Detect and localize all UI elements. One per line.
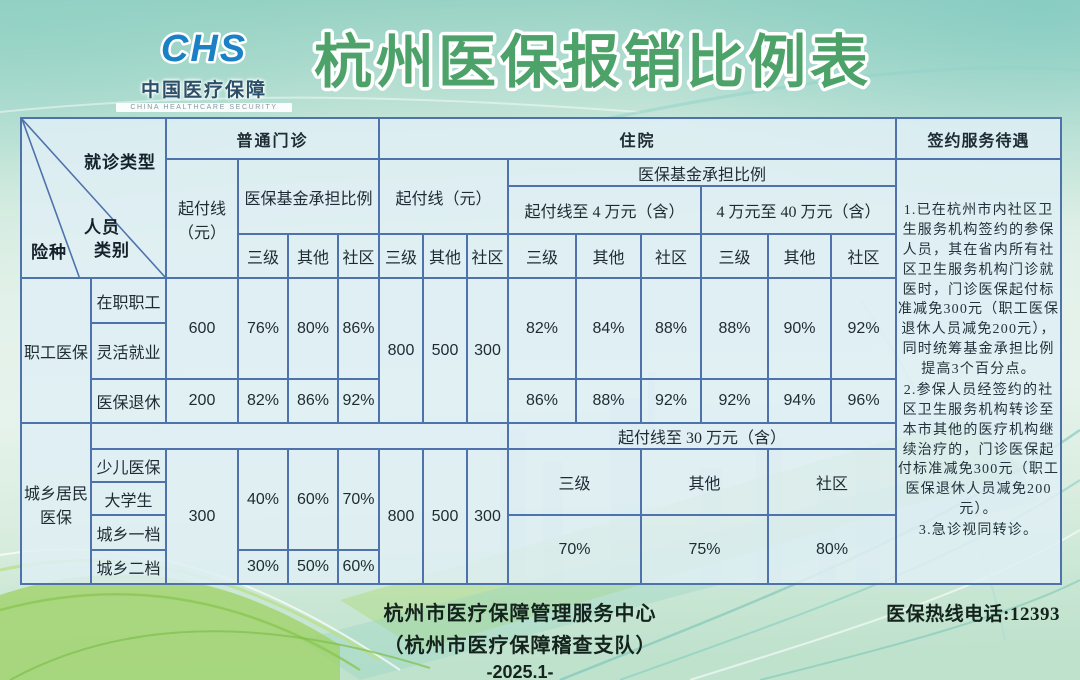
header-other-ded: 其他 — [422, 233, 469, 279]
cell-tier2-op-community: 60% — [336, 549, 381, 585]
header-outpatient-fund-ratio: 医保基金承担比例 — [236, 158, 381, 235]
corner-label-person-2: 类别 — [94, 241, 130, 260]
corner-diagonal-lines — [23, 120, 164, 276]
row-urban-rural-tier1: 城乡一档 — [90, 514, 167, 551]
cell-tier2-op-other: 50% — [287, 549, 339, 585]
cell-ret-op-other: 86% — [287, 378, 339, 424]
cell-res-ip-tier3: 70% — [507, 514, 643, 585]
cell-emp-op-community: 86% — [336, 277, 381, 380]
cell-emp-ip-ded-community: 300 — [466, 277, 510, 424]
cell-emp-ip-ded-tier3: 800 — [378, 277, 425, 424]
cell-tier2-op-tier3: 30% — [237, 549, 289, 585]
cell-ret-40w-tier3: 92% — [700, 378, 770, 424]
cell-ret-4w-tier3: 86% — [507, 378, 578, 424]
header-range-0-4w: 起付线至 4 万元（含） — [507, 185, 703, 235]
cell-emp-op-tier3: 76% — [237, 277, 289, 380]
header-other-4w: 其他 — [575, 233, 643, 279]
corner-label-visit-type: 就诊类型 — [84, 153, 156, 172]
cell-res-op-tier3: 40% — [237, 448, 289, 551]
header-signed-service: 签约服务待遇 — [895, 117, 1063, 160]
header-inpatient: 住院 — [378, 117, 898, 160]
group-employee-insurance: 职工医保 — [20, 277, 92, 424]
corner-label-person-1: 人员 — [84, 218, 120, 237]
header-inpatient-fund-ratio: 医保基金承担比例 — [507, 158, 898, 187]
cell-ret-40w-community: 96% — [830, 378, 898, 424]
cell-res-op-community: 70% — [336, 448, 381, 551]
cell-res-ip-ded-community: 300 — [466, 448, 510, 585]
cell-ret-4w-community: 92% — [640, 378, 703, 424]
reimbursement-table: 就诊类型 人员 类别 险种 普通门诊 住院 签约服务待遇 起付线（元） 医保基金… — [20, 117, 1063, 585]
cell-emp-4w-community: 88% — [640, 277, 703, 380]
cell-ret-op-community: 92% — [336, 378, 381, 424]
header-res-community: 社区 — [767, 448, 898, 516]
cell-res-ip-ded-tier3: 800 — [378, 448, 425, 585]
header-other-op: 其他 — [287, 233, 339, 279]
cell-emp-ip-ded-other: 500 — [422, 277, 469, 424]
header-outpatient: 普通门诊 — [164, 117, 381, 160]
cell-emp-40w-tier3: 88% — [700, 277, 770, 380]
page-title-graphic: 杭州医保报销比例表 — [310, 27, 872, 99]
header-community-ded: 社区 — [466, 233, 510, 279]
header-tier3-40w: 三级 — [700, 233, 770, 279]
footer-org-sub: （杭州市医疗保障稽查支队） — [383, 635, 657, 657]
cell-emp-op-deductible: 600 — [165, 277, 239, 380]
header-outpatient-deductible: 起付线（元） — [165, 158, 239, 279]
cell-emp-40w-community: 92% — [830, 277, 898, 380]
cell-emp-op-other: 80% — [287, 277, 339, 380]
note-2: 2.参保人员经签约的社区卫生服务机构转诊至本市其他的医疗机构继续治疗的，门诊医保… — [897, 382, 1060, 518]
footer-org-block: 杭州市医疗保障管理服务中心 （杭州市医疗保障稽查支队） -2025.1- — [150, 597, 890, 680]
cell-ret-4w-other: 88% — [575, 378, 643, 424]
cell-emp-4w-tier3: 82% — [507, 277, 578, 380]
note-3: 3.急诊视同转诊。 — [918, 523, 1039, 539]
cell-emp-4w-other: 84% — [575, 277, 643, 380]
row-college-student: 大学生 — [90, 481, 167, 516]
header-tier3-ded: 三级 — [378, 233, 425, 279]
header-res-other: 其他 — [640, 448, 770, 516]
chs-logo-abbr-graphic: CHS — [158, 26, 247, 73]
row-urban-rural-tier2: 城乡二档 — [90, 549, 167, 585]
chs-logo: CHS 中国医疗保障 CHINA HEALTHCARE SECURITY — [116, 26, 292, 112]
cell-res-op-other: 60% — [287, 448, 339, 551]
cell-resident-spacer — [89, 422, 510, 450]
group-resident-insurance: 城乡居民医保 — [20, 422, 92, 585]
footer-org: 杭州市医疗保障管理服务中心 — [383, 603, 657, 625]
chs-logo-cn: 中国医疗保障 — [140, 80, 267, 101]
header-other-40w: 其他 — [767, 233, 833, 279]
cell-ret-40w-other: 94% — [767, 378, 833, 424]
header-inpatient-deductible: 起付线（元） — [378, 158, 510, 235]
header-range-0-30w: 起付线至 30 万元（含） — [507, 422, 898, 450]
note-1: 1.已在杭州市内社区卫生服务机构签约的参保人员，其在省内所有社区卫生服务机构门诊… — [897, 203, 1060, 378]
page-title: 杭州医保报销比例表 — [314, 30, 872, 95]
header-community-4w: 社区 — [640, 233, 703, 279]
footer-hotline: 医保热线电话:12393 — [886, 604, 1060, 625]
header-tier3-op: 三级 — [237, 233, 289, 279]
row-children: 少儿医保 — [90, 448, 167, 483]
cell-emp-40w-other: 90% — [767, 277, 833, 380]
header-res-tier3: 三级 — [507, 448, 643, 516]
header-community-op: 社区 — [336, 233, 381, 279]
cell-res-ip-other: 75% — [640, 514, 770, 585]
corner-label-insurance: 险种 — [31, 243, 67, 262]
cell-ret-op-deductible: 200 — [165, 378, 239, 424]
row-flexible-employment: 灵活就业 — [90, 322, 167, 380]
corner-header-cell: 就诊类型 人员 类别 险种 — [20, 117, 167, 279]
chs-logo-en: CHINA HEALTHCARE SECURITY — [116, 103, 292, 112]
row-active-employee: 在职职工 — [90, 277, 167, 324]
chs-logo-abbr: CHS — [161, 28, 247, 69]
header-range-4-40w: 4 万元至 40 万元（含） — [700, 185, 898, 235]
cell-res-ip-ded-other: 500 — [422, 448, 469, 585]
row-retired: 医保退休 — [90, 378, 167, 424]
cell-ret-op-tier3: 82% — [237, 378, 289, 424]
cell-res-op-deductible: 300 — [165, 448, 239, 585]
signed-service-notes: 1.已在杭州市内社区卫生服务机构签约的参保人员，其在省内所有社区卫生服务机构门诊… — [895, 158, 1063, 585]
cell-res-ip-community: 80% — [767, 514, 898, 585]
header-community-40w: 社区 — [830, 233, 898, 279]
header-tier3-4w: 三级 — [507, 233, 578, 279]
footer-date: -2025.1- — [486, 662, 554, 680]
